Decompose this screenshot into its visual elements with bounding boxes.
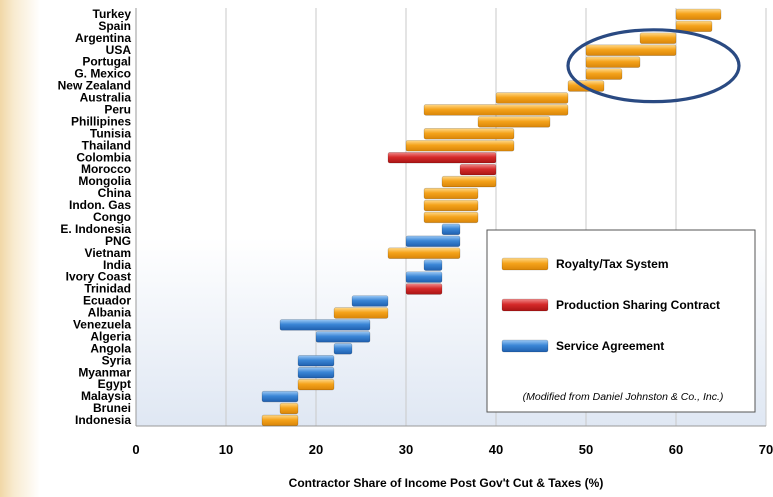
legend-label-royalty: Royalty/Tax System bbox=[556, 257, 669, 271]
category-label: Argentina bbox=[75, 31, 131, 45]
bar-colombia bbox=[387, 152, 497, 164]
bar-venezuela bbox=[279, 319, 371, 331]
legend-label-psc: Production Sharing Contract bbox=[556, 298, 720, 312]
category-label: Colombia bbox=[76, 150, 131, 164]
bar-china bbox=[423, 187, 479, 200]
bar-spain bbox=[675, 20, 713, 32]
bar-tunisia bbox=[423, 128, 515, 140]
x-tick-label: 50 bbox=[579, 442, 593, 457]
category-label: Angola bbox=[90, 341, 131, 355]
category-label: Ecuador bbox=[83, 294, 131, 308]
category-label: Indonesia bbox=[75, 413, 131, 427]
category-label: Mongolia bbox=[78, 174, 131, 188]
category-label: Phillipines bbox=[71, 114, 131, 128]
bar-g-mexico bbox=[585, 68, 623, 80]
x-tick-label: 10 bbox=[219, 442, 233, 457]
x-tick-labels: 0 10 20 30 40 50 60 70 bbox=[132, 442, 773, 457]
category-label: Venezuela bbox=[73, 317, 131, 331]
bar-ivory-coast bbox=[405, 271, 443, 283]
highlight-ellipse-shape bbox=[566, 28, 741, 104]
category-label: Australia bbox=[80, 91, 132, 105]
category-label: Peru bbox=[104, 103, 131, 117]
bar-argentina bbox=[639, 32, 677, 44]
category-label: China bbox=[98, 186, 132, 200]
bar-syria bbox=[297, 355, 335, 367]
bar-indonesia bbox=[261, 414, 299, 427]
category-label: USA bbox=[106, 43, 132, 57]
bar-vietnam bbox=[387, 247, 461, 259]
bar-phillipines bbox=[477, 116, 551, 128]
category-label: Vietnam bbox=[85, 246, 131, 260]
bar-trinidad bbox=[405, 283, 443, 295]
category-label: Portugal bbox=[82, 55, 131, 69]
bar-australia bbox=[495, 92, 569, 104]
x-tick-label: 0 bbox=[132, 442, 139, 457]
category-label: Indon. Gas bbox=[69, 198, 131, 212]
category-label: Congo bbox=[93, 210, 131, 224]
highlight-ellipse bbox=[566, 28, 741, 104]
category-label: Egypt bbox=[98, 377, 131, 391]
bar-turkey bbox=[675, 8, 722, 21]
bar-usa bbox=[585, 44, 677, 56]
bar-thailand bbox=[405, 140, 515, 152]
category-label: Trinidad bbox=[84, 282, 131, 296]
bars bbox=[261, 8, 722, 427]
bar-peru bbox=[423, 104, 569, 116]
legend: Royalty/Tax System Production Sharing Con… bbox=[486, 229, 756, 413]
category-label: Turkey bbox=[93, 7, 132, 21]
bar-indon-gas bbox=[423, 199, 479, 212]
category-label: E. Indonesia bbox=[60, 222, 131, 236]
category-label: Tunisia bbox=[90, 126, 131, 140]
category-label: Ivory Coast bbox=[66, 270, 131, 284]
x-tick-label: 60 bbox=[669, 442, 683, 457]
category-label: PNG bbox=[105, 234, 131, 248]
bar-brunei bbox=[279, 402, 299, 415]
x-tick-label: 30 bbox=[399, 442, 413, 457]
bar-egypt bbox=[297, 378, 335, 391]
legend-label-service: Service Agreement bbox=[556, 339, 664, 353]
bar-morocco bbox=[459, 163, 497, 176]
legend-swatch-psc bbox=[501, 298, 549, 312]
source-note: (Modified from Daniel Johnston & Co., In… bbox=[523, 391, 724, 403]
category-label: Spain bbox=[98, 19, 131, 33]
category-label: Albania bbox=[88, 306, 132, 320]
x-tick-label: 40 bbox=[489, 442, 503, 457]
category-label: Algeria bbox=[90, 329, 131, 343]
category-label: Morocco bbox=[81, 162, 131, 176]
bar-albania bbox=[333, 307, 389, 319]
bar-mongolia bbox=[441, 175, 497, 188]
category-label: Malaysia bbox=[81, 389, 131, 403]
category-label: Brunei bbox=[93, 401, 131, 415]
bar-angola bbox=[333, 343, 353, 355]
category-label: Syria bbox=[102, 353, 132, 367]
bar-portugal bbox=[585, 56, 641, 68]
category-label: New Zealand bbox=[58, 79, 131, 93]
bar-myanmar bbox=[297, 366, 335, 379]
category-label: Thailand bbox=[82, 138, 131, 152]
bar-congo bbox=[423, 211, 479, 224]
bar-ecuador bbox=[351, 295, 389, 307]
bar-india bbox=[423, 259, 443, 271]
bar-e-indonesia bbox=[441, 223, 461, 236]
bar-malaysia bbox=[261, 390, 299, 403]
x-tick-label: 20 bbox=[309, 442, 323, 457]
x-axis-label: Contractor Share of Income Post Gov't Cu… bbox=[289, 476, 604, 490]
category-label: Myanmar bbox=[78, 365, 131, 379]
bar-algeria bbox=[315, 331, 371, 343]
category-label: G. Mexico bbox=[74, 67, 131, 81]
category-label: India bbox=[103, 258, 131, 272]
legend-swatch-royalty bbox=[501, 257, 549, 271]
x-tick-label: 70 bbox=[759, 442, 773, 457]
legend-swatch-service bbox=[501, 339, 549, 353]
bar-png bbox=[405, 235, 461, 247]
